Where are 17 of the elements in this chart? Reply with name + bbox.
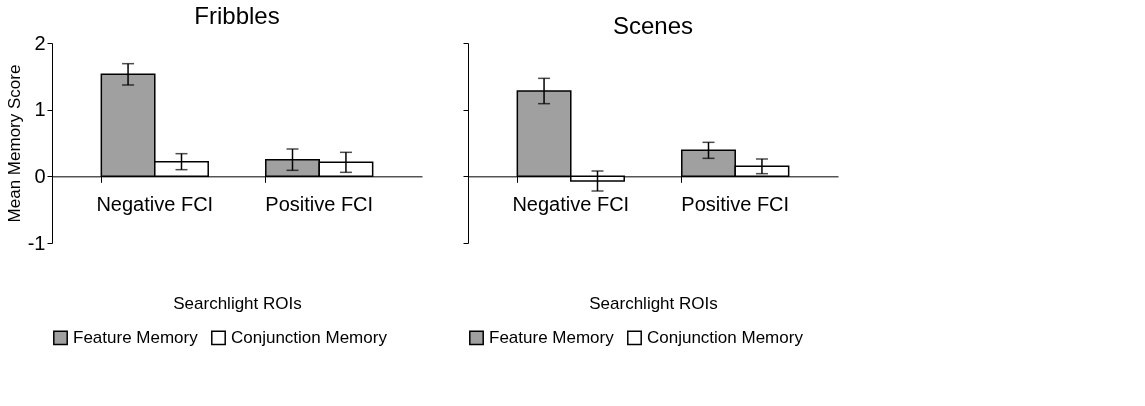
legend-label: Feature Memory <box>489 327 615 347</box>
x-tick-label: Positive FCI <box>265 192 374 215</box>
legend-label: Conjunction Memory <box>647 327 804 347</box>
x-axis-title: Searchlight ROIs <box>173 293 302 313</box>
y-tick-label: -1 <box>27 231 46 254</box>
y-tick-label: 0 <box>34 164 46 187</box>
chart-title: Scenes <box>612 11 694 39</box>
chart-title: Fribbles <box>194 2 280 29</box>
y-tick-label: 1 <box>34 98 46 121</box>
x-tick-label: Positive FCI <box>681 192 790 215</box>
x-tick-label: Negative FCI <box>96 192 214 215</box>
legend-label: Feature Memory <box>73 327 199 347</box>
y-axis-title: Mean Memory Score <box>4 64 24 223</box>
y-tick-label: 2 <box>34 31 46 54</box>
x-axis-title: Searchlight ROIs <box>589 293 718 313</box>
x-tick-label: Negative FCI <box>512 192 630 215</box>
legend-label: Conjunction Memory <box>231 327 388 347</box>
